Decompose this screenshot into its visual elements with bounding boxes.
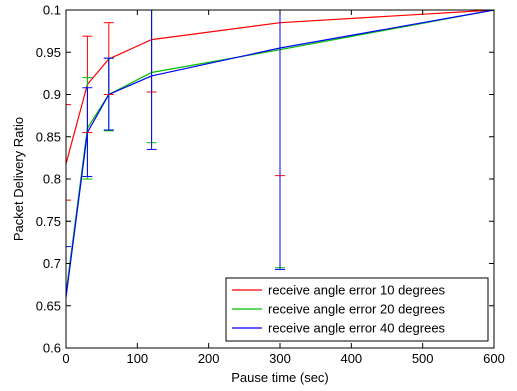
y-tick-label: 0.75 <box>36 214 61 229</box>
y-tick-label: 0.9 <box>43 87 61 102</box>
y-axis-label: Packet Delivery Ratio <box>11 117 26 241</box>
x-tick-label: 300 <box>269 351 291 366</box>
y-tick-label: 0.65 <box>36 298 61 313</box>
legend-box <box>225 277 489 342</box>
legend-label: receive angle error 10 degrees <box>268 283 446 298</box>
x-axis-label: Pause time (sec) <box>231 370 329 385</box>
error-bar-s3-p4 <box>146 10 157 150</box>
y-tick-label: 0.7 <box>43 256 61 271</box>
y-tick-label: 0.1 <box>43 3 61 18</box>
error-bar-s3-p5 <box>275 10 285 270</box>
legend-label: receive angle error 40 degrees <box>268 321 446 336</box>
legend-entry-3: receive angle error 40 degrees <box>232 321 446 336</box>
x-tick-label: 400 <box>340 351 362 366</box>
series-line-3 <box>66 10 494 298</box>
y-tick-label: 0.6 <box>43 341 61 356</box>
series-layer <box>66 10 494 298</box>
error-bar-s1-p1 <box>66 104 71 201</box>
legend-label: receive angle error 20 degrees <box>268 302 446 317</box>
series-line-1 <box>66 10 494 164</box>
error-bar-s3-p2 <box>82 87 93 177</box>
y-tick-label: 0.85 <box>36 129 61 144</box>
error-bar-s3-p1 <box>66 246 71 348</box>
x-tick-label: 500 <box>412 351 434 366</box>
legend-entry-2: receive angle error 20 degrees <box>232 302 446 317</box>
y-tick-label: 0.8 <box>43 172 61 187</box>
tick-layer: 0 100 200 300 400 500 600 0.6 0.65 0.7 0.75 0.8 0.85… <box>36 3 505 367</box>
x-tick-label: 200 <box>198 351 220 366</box>
x-tick-label: 600 <box>483 351 505 366</box>
x-tick-label: 0 <box>62 351 69 366</box>
error-bar-s3-p3 <box>103 57 114 131</box>
x-tick-label: 100 <box>126 351 148 366</box>
errorbar-layer <box>66 10 494 348</box>
legend-entry-1: receive angle error 10 degrees <box>232 283 446 298</box>
y-tick-label: 0.95 <box>36 45 61 60</box>
legend: receive angle error 10 degrees receive an… <box>225 277 489 342</box>
